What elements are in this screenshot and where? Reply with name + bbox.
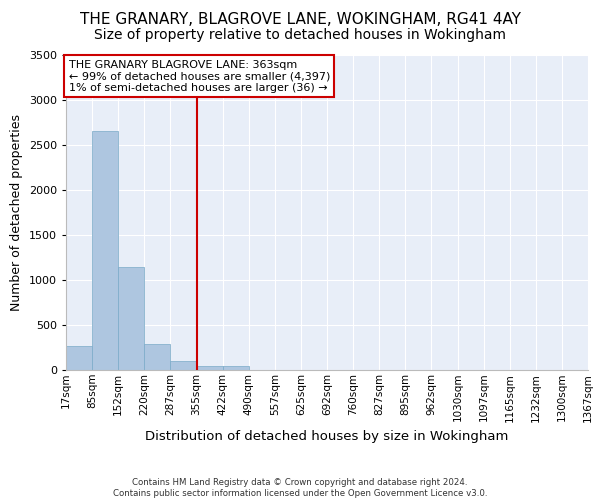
Bar xyxy=(145,344,170,370)
Bar xyxy=(170,361,197,370)
Text: THE GRANARY BLAGROVE LANE: 363sqm
← 99% of detached houses are smaller (4,397)
1: THE GRANARY BLAGROVE LANE: 363sqm ← 99% … xyxy=(68,60,330,93)
Y-axis label: Number of detached properties: Number of detached properties xyxy=(10,114,23,311)
Text: THE GRANARY, BLAGROVE LANE, WOKINGHAM, RG41 4AY: THE GRANARY, BLAGROVE LANE, WOKINGHAM, R… xyxy=(79,12,521,28)
Bar xyxy=(66,346,92,370)
Bar xyxy=(223,366,249,370)
Bar xyxy=(92,132,118,370)
X-axis label: Distribution of detached houses by size in Wokingham: Distribution of detached houses by size … xyxy=(145,430,509,443)
Bar xyxy=(197,366,223,370)
Bar xyxy=(118,266,145,370)
Text: Size of property relative to detached houses in Wokingham: Size of property relative to detached ho… xyxy=(94,28,506,42)
Text: Contains HM Land Registry data © Crown copyright and database right 2024.
Contai: Contains HM Land Registry data © Crown c… xyxy=(113,478,487,498)
